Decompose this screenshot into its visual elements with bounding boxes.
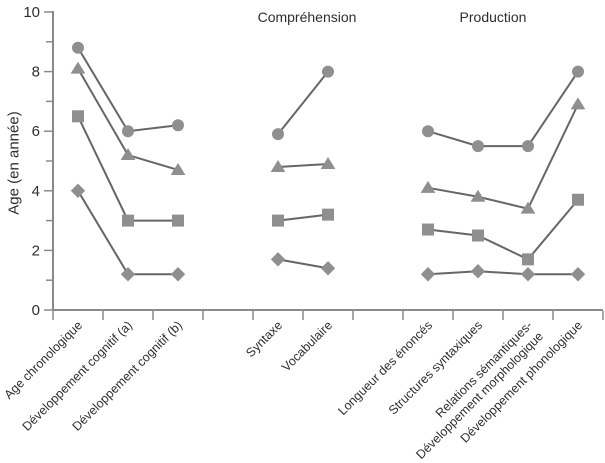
- marker-square-icon: [572, 193, 584, 206]
- marker-triangle-icon: [520, 201, 536, 214]
- marker-diamond-icon: [120, 267, 136, 282]
- marker-triangle-icon: [420, 180, 436, 193]
- marker-square-icon: [472, 229, 484, 242]
- series-line-square: [277, 213, 329, 222]
- marker-square-icon: [272, 214, 284, 227]
- series-line-circle: [427, 71, 579, 148]
- marker-diamond-icon: [420, 267, 436, 282]
- section-title-comprehension: Compréhension: [257, 9, 357, 25]
- marker-circle-icon: [572, 65, 584, 78]
- category-label: Relations sémantiques-Développement morp…: [402, 318, 546, 462]
- y-tick-label: 8: [32, 64, 40, 81]
- section-title-production: Production: [459, 9, 527, 25]
- series-line-circle: [77, 47, 179, 133]
- marker-square-icon: [72, 110, 84, 123]
- marker-triangle-icon: [570, 97, 586, 110]
- marker-triangle-icon: [120, 148, 136, 161]
- marker-circle-icon: [272, 128, 284, 141]
- category-label-line: Relations sémantiques-: [433, 318, 535, 420]
- y-tick-label: 6: [32, 123, 40, 140]
- category-label: Vocabulaire: [279, 318, 335, 374]
- marker-square-icon: [522, 253, 534, 266]
- series-line-triangle: [427, 103, 579, 210]
- marker-circle-icon: [522, 140, 534, 153]
- marker-square-icon: [172, 214, 184, 227]
- category-label-line: Syntaxe: [243, 318, 285, 360]
- category-label: Syntaxe: [243, 318, 285, 360]
- marker-square-icon: [122, 214, 134, 227]
- marker-diamond-icon: [170, 267, 186, 282]
- marker-square-icon: [322, 208, 334, 221]
- series-line-square: [427, 199, 579, 261]
- marker-diamond-icon: [70, 183, 86, 199]
- series-line-diamond: [427, 270, 578, 276]
- category-label: Longueur des énoncés: [335, 318, 435, 418]
- category-label-line: Vocabulaire: [279, 318, 335, 374]
- series-line-diamond: [277, 258, 329, 270]
- marker-circle-icon: [422, 125, 434, 138]
- marker-diamond-icon: [570, 267, 586, 282]
- category-label-line: Développement morphologique: [413, 329, 546, 462]
- series-line-diamond: [77, 190, 178, 276]
- series-line-circle: [277, 70, 329, 135]
- marker-triangle-icon: [320, 157, 336, 169]
- marker-square-icon: [422, 223, 434, 236]
- y-tick-label: 2: [32, 242, 40, 259]
- y-tick-label: 0: [32, 302, 40, 319]
- marker-circle-icon: [472, 140, 484, 153]
- category-label-line: Longueur des énoncés: [335, 318, 435, 418]
- marker-diamond-icon: [520, 267, 536, 282]
- marker-circle-icon: [122, 125, 134, 138]
- series-line-triangle: [277, 162, 329, 168]
- marker-diamond-icon: [470, 264, 486, 279]
- marker-circle-icon: [72, 41, 84, 54]
- y-tick-label: 10: [23, 4, 40, 21]
- marker-circle-icon: [172, 119, 184, 132]
- marker-triangle-icon: [470, 189, 486, 202]
- marker-diamond-icon: [270, 252, 286, 267]
- marker-triangle-icon: [170, 162, 186, 175]
- marker-triangle-icon: [270, 160, 286, 172]
- y-tick-label: 4: [32, 183, 40, 200]
- y-axis-title: Age (en année): [5, 111, 23, 215]
- marker-diamond-icon: [320, 261, 336, 276]
- marker-circle-icon: [322, 65, 334, 78]
- marker-triangle-icon: [70, 61, 86, 74]
